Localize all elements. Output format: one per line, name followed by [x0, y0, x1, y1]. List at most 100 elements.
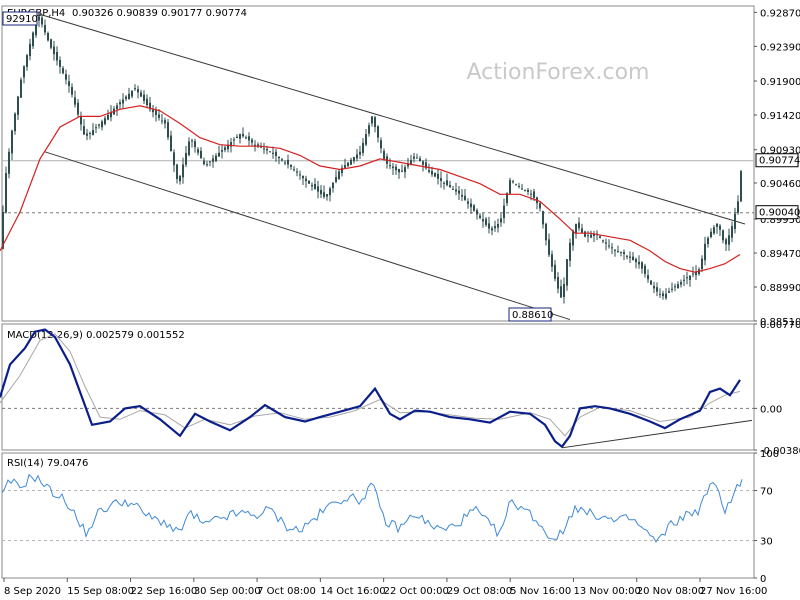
candle-body [662, 293, 664, 297]
candle-body [500, 218, 502, 223]
candle-body [254, 144, 256, 146]
candle-body [644, 265, 646, 274]
candle-body [560, 286, 562, 298]
candle-body [137, 89, 139, 93]
candle-body [11, 130, 13, 154]
candle-body [410, 160, 412, 165]
price-tick-label: 0.88990 [760, 283, 800, 294]
candle-body [581, 228, 583, 233]
candle-body [578, 222, 580, 229]
candle-body [146, 98, 148, 106]
candle-body [257, 144, 259, 147]
candle-body [32, 32, 34, 47]
candle-body [431, 170, 433, 175]
candle-body [557, 276, 559, 289]
candle-body [395, 166, 397, 171]
candle-body [737, 201, 739, 213]
candle-body [80, 116, 82, 125]
candle-body [467, 201, 469, 204]
time-tick-label: 14 Oct 16:00 [320, 586, 385, 597]
candle-body [422, 161, 424, 165]
candle-body [350, 159, 352, 165]
candle-body [86, 133, 88, 136]
candle-body [629, 256, 631, 258]
macd-main-line [0, 328, 741, 449]
macd-trendline [561, 419, 753, 449]
candle-body [317, 186, 319, 192]
candle-body [110, 111, 112, 118]
candle-body [380, 140, 382, 149]
candle-body [455, 189, 457, 192]
candle-body [497, 224, 499, 228]
candle-body [2, 211, 4, 249]
candle-body [653, 285, 655, 289]
candle-body [170, 135, 172, 152]
candle-body [602, 240, 604, 242]
swing-high-label: 92910 [6, 14, 38, 25]
candle-body [230, 142, 232, 147]
candle-body [275, 151, 277, 157]
candle-body [101, 121, 103, 128]
candle-body [470, 203, 472, 208]
candle-body [524, 190, 526, 192]
candle-body [620, 251, 622, 253]
candle-body [713, 227, 715, 234]
price-tick-label: 0.91900 [760, 77, 800, 88]
macd-title: MACD(12,26,9) 0.002579 0.001552 [7, 330, 185, 341]
macd-tick-label: 0.007704 [760, 320, 800, 331]
candle-body [281, 159, 283, 161]
candle-body [404, 167, 406, 173]
candle-body [398, 169, 400, 173]
candle-body [365, 134, 367, 145]
candle-body [122, 99, 124, 104]
rsi-tick-label: 100 [760, 449, 779, 460]
candle-body [56, 52, 58, 61]
candle-body [140, 92, 142, 97]
candle-body [8, 151, 10, 174]
candle-body [551, 254, 553, 267]
candle-body [494, 226, 496, 229]
candle-body [518, 185, 520, 187]
candle-body [65, 74, 67, 80]
candle-body [218, 152, 220, 157]
candle-body [71, 87, 73, 95]
time-tick-label: 22 Oct 00:00 [384, 586, 449, 597]
candle-body [227, 144, 229, 150]
price-tick-label: 0.92390 [760, 42, 800, 53]
candle-body [626, 255, 628, 257]
candle-body [14, 113, 16, 132]
candle-body [221, 150, 223, 152]
candle-body [293, 169, 295, 171]
candle-body [437, 173, 439, 179]
rsi-panel-frame [1, 452, 755, 579]
candle-body [485, 218, 487, 225]
candle-body [452, 188, 454, 190]
candle-body [650, 280, 652, 285]
candle-body [371, 116, 373, 124]
candle-body [320, 189, 322, 195]
price-tick-label: 0.92870 [760, 8, 800, 19]
candle-body [17, 96, 19, 115]
candle-body [266, 149, 268, 151]
candle-body [377, 126, 379, 138]
macd-tick-label: 0.00 [760, 404, 782, 415]
candle-body [722, 230, 724, 241]
candle-body [74, 97, 76, 105]
candle-body [503, 205, 505, 219]
candle-body [458, 190, 460, 194]
candle-body [191, 140, 193, 142]
candle-body [299, 174, 301, 176]
candle-body [614, 249, 616, 251]
candle-body [479, 215, 481, 218]
time-tick-label: 15 Sep 08:00 [67, 586, 134, 597]
candle-body [329, 188, 331, 196]
candle-body [68, 81, 70, 86]
macd-tick-label: -0.003804 [760, 446, 800, 457]
time-tick-label: 7 Oct 08:00 [257, 586, 316, 597]
candle-body [41, 17, 43, 25]
candle-body [62, 68, 64, 74]
candle-body [290, 164, 292, 167]
